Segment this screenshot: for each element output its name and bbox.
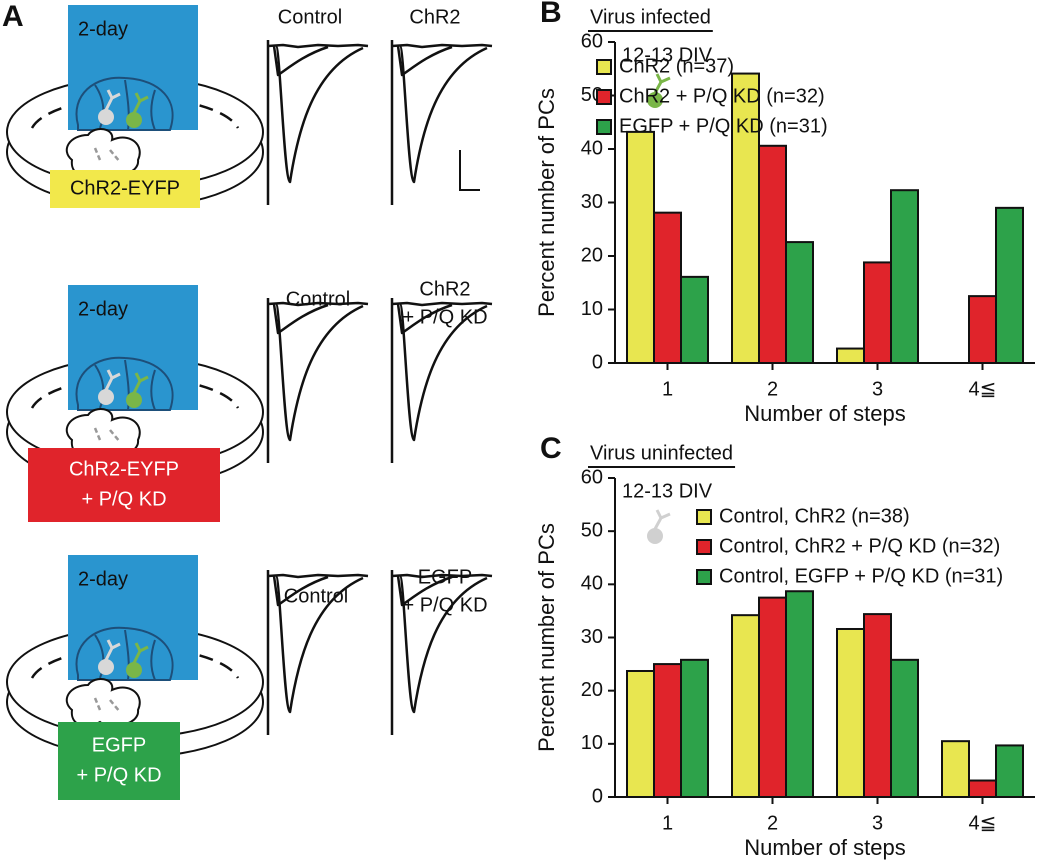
x-tick-label: 1 [662,378,673,400]
x-tick-label: 2 [767,812,778,834]
y-tick-label: 0 [592,785,603,807]
bar [626,669,655,798]
chart-title: Virus uninfected [590,442,733,464]
bar [758,596,787,798]
x-axis-label: Number of steps [744,835,905,860]
trace-label: + P/Q KD [402,306,487,328]
legend-label: ChR2 + P/Q KD (n=32) [619,85,825,107]
bar [890,658,919,799]
legend-swatch [596,89,612,105]
x-axis-label: Number of steps [744,401,905,426]
y-tick-label: 60 [581,466,603,488]
bar [680,275,709,364]
legend-label: Control, ChR2 + P/Q KD (n=32) [719,535,1000,557]
x-tick-label: 4≦ [969,812,997,834]
bar [653,211,682,364]
bar [758,144,787,364]
bar [995,206,1024,364]
trace-label: + P/Q KD [402,594,487,616]
bar [836,627,865,799]
y-tick-label: 40 [581,137,603,159]
x-tick-label: 2 [767,378,778,400]
y-tick-label: 10 [581,732,603,754]
trace-label: EGFP [418,566,472,588]
x-tick-label: 3 [872,812,883,834]
x-tick-label: 1 [662,812,673,834]
y-tick-label: 50 [581,519,603,541]
panel-label: A [2,0,24,33]
cell-icon [647,92,663,108]
y-tick-label: 10 [581,298,603,320]
construct-label: ChR2-EYFP [70,177,180,199]
trace-label: Control [284,585,348,607]
construct-label: + P/Q KD [76,764,161,786]
bar [731,614,760,798]
trace-label: Control [278,6,342,28]
duration-label: 2-day [78,18,128,40]
cell-icon [653,509,671,530]
bar [890,189,919,364]
panel-a: A [2,0,494,800]
y-tick-label: 20 [581,244,603,266]
chart-title: Virus infected [590,6,711,28]
trace-label: ChR2 [409,6,460,28]
bar [995,744,1024,799]
duration-label: 2-day [78,568,128,590]
construct-label: EGFP [92,734,146,756]
legend-swatch [696,539,712,555]
y-tick-label: 20 [581,679,603,701]
trace-label: ChR2 [419,278,470,300]
panel-label: B [540,0,562,29]
legend-label: EGFP + P/Q KD (n=31) [619,115,828,137]
construct-label: ChR2-EYFP [69,458,179,480]
construct-label: + P/Q KD [81,488,166,510]
y-tick-label: 30 [581,626,603,648]
bar [785,590,814,798]
bar [680,658,709,799]
x-tick-label: 3 [872,378,883,400]
legend-swatch [596,59,612,75]
y-axis-label: Percent number of PCs [534,523,559,752]
trace-label: Control [286,288,350,310]
legend-swatch [596,119,612,135]
duration-label: 2-day [78,298,128,320]
x-tick-label: 4≦ [969,378,997,400]
legend-swatch [696,509,712,525]
bar [653,663,682,798]
bar [968,779,997,798]
y-tick-label: 0 [592,351,603,373]
legend-label: ChR2 (n=37) [619,55,734,77]
legend-label: Control, EGFP + P/Q KD (n=31) [719,565,1003,587]
y-tick-label: 40 [581,573,603,595]
bar [731,72,760,364]
bar [836,347,865,364]
cell-icon [647,528,663,544]
bar [968,295,997,364]
panel-label: C [540,432,562,465]
bar [626,130,655,364]
legend-swatch [696,569,712,585]
y-axis-label: Percent number of PCs [534,88,559,317]
cell-icon [653,73,671,94]
legend-label: Control, ChR2 (n=38) [719,505,910,527]
y-tick-label: 60 [581,30,603,52]
bar [863,261,892,365]
bar [863,613,892,799]
bar [941,740,970,798]
y-tick-label: 30 [581,191,603,213]
bar [785,241,814,364]
annotation: 12-13 DIV [622,44,713,66]
annotation: 12-13 DIV [622,480,713,502]
